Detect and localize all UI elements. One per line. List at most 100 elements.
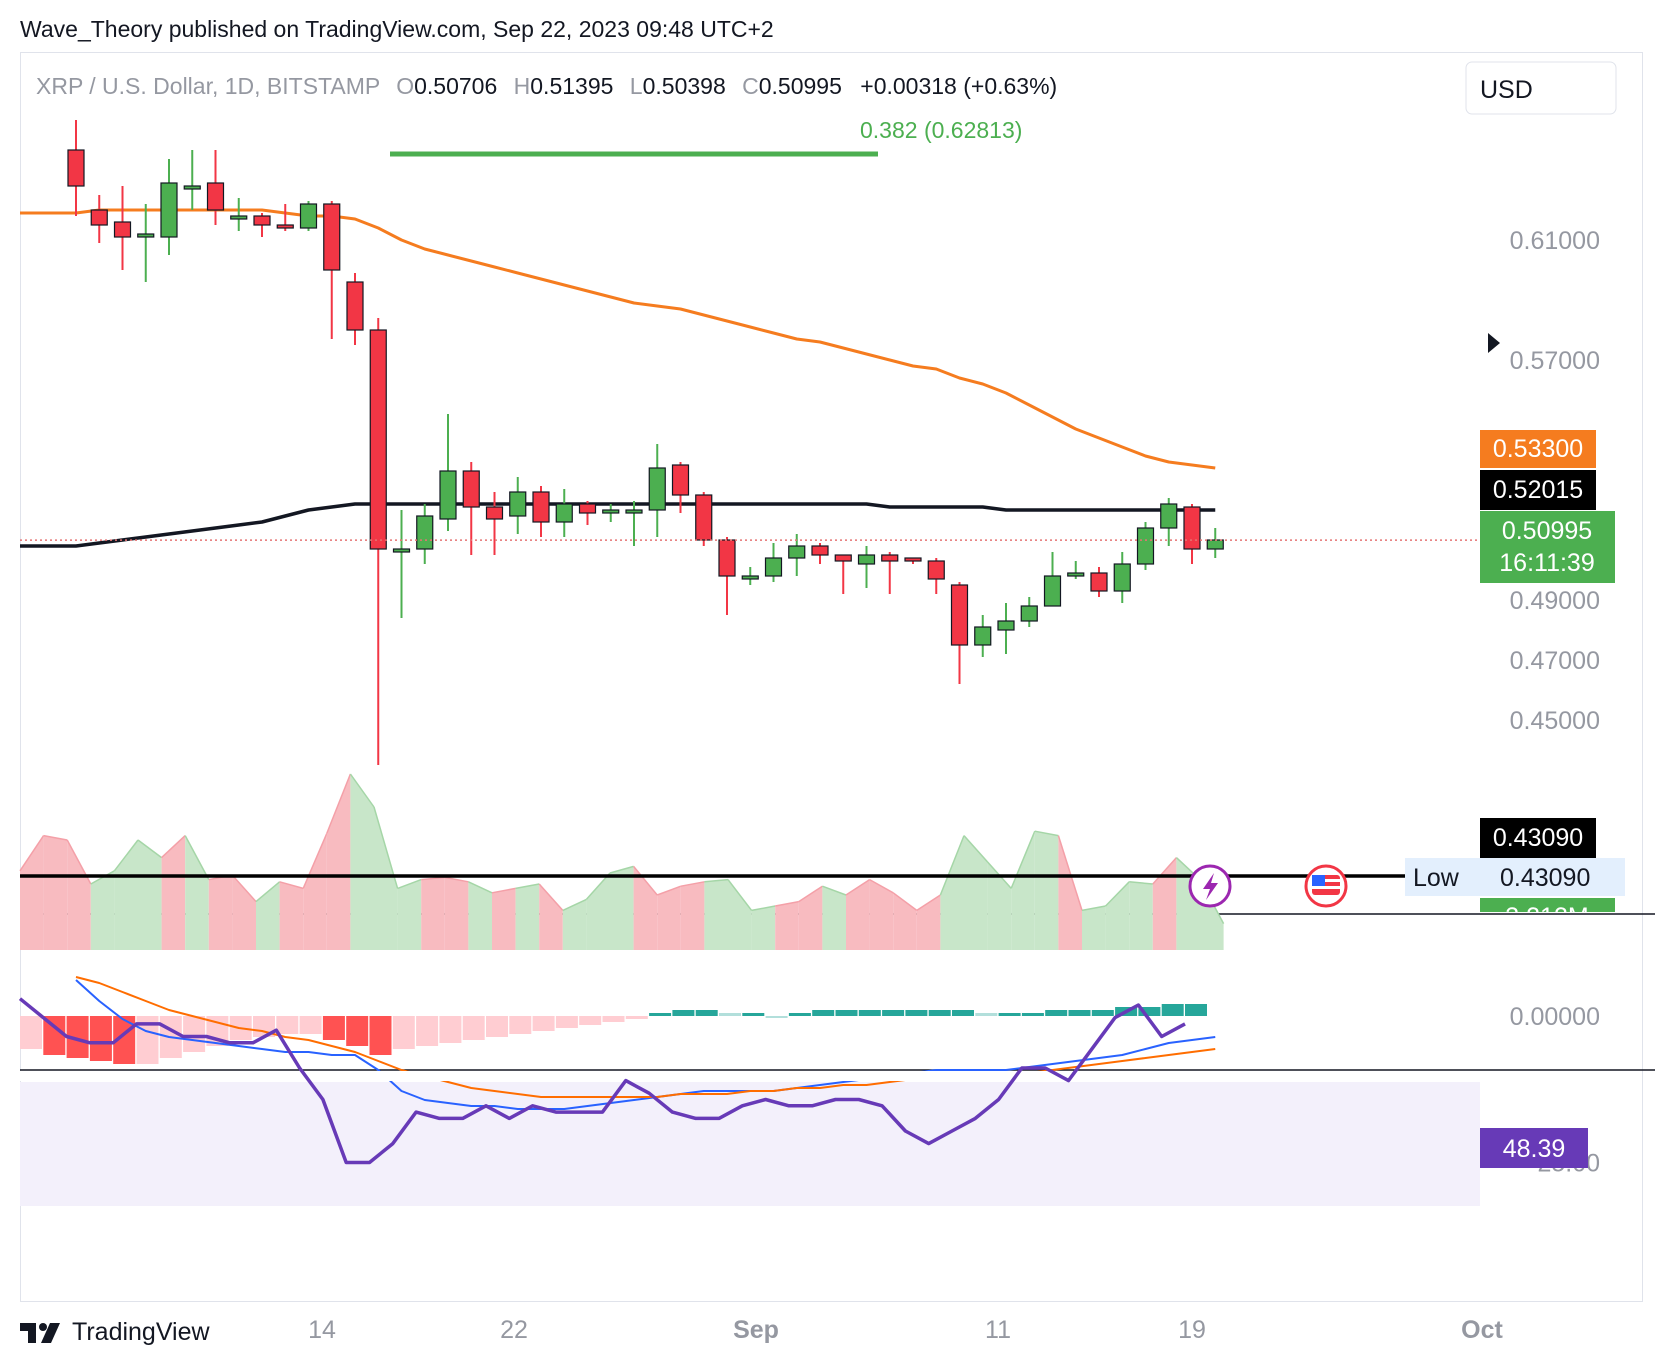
- macd-histogram-bar: [765, 1016, 788, 1018]
- time-axis-label: 22: [500, 1316, 528, 1344]
- legend-symbol: XRP / U.S. Dollar, 1D, BITSTAMP: [36, 73, 380, 99]
- candle-body: [346, 281, 364, 331]
- time-axis-label: Sep: [733, 1316, 779, 1344]
- volume-segment: [421, 877, 445, 950]
- volume-edge: [349, 773, 375, 808]
- price-axis: 0.61000 0.57000 0.49000 0.47000 0.45000 0.000…: [1510, 227, 1600, 1178]
- volume-edge: [279, 881, 304, 890]
- legend-h-value: 0.51395: [530, 73, 613, 99]
- volume-segment: [114, 840, 138, 950]
- svg-text:3.212M: 3.212M: [1505, 903, 1588, 931]
- time-axis-label: 19: [1178, 1316, 1206, 1344]
- volume-segment: [515, 884, 540, 950]
- volume-segment: [161, 835, 186, 950]
- macd-histogram-bar: [835, 1010, 858, 1016]
- volume-segment: [680, 881, 705, 950]
- low-value: 0.43090: [1500, 864, 1590, 892]
- scroll-right-arrow-icon[interactable]: [1488, 333, 1500, 353]
- candle-body: [671, 464, 690, 496]
- volume-edge: [680, 881, 705, 887]
- macd-histogram-bar: [369, 1016, 392, 1055]
- candle-body: [276, 224, 294, 229]
- candle-body: [90, 209, 108, 226]
- volume-segment: [869, 879, 894, 950]
- candle-body: [555, 503, 573, 523]
- volume-segment: [1034, 831, 1059, 950]
- volume-edge: [444, 876, 469, 883]
- candle-body: [741, 575, 759, 580]
- volume-edge: [1057, 835, 1083, 911]
- volume-segment: [20, 835, 44, 950]
- macd-histogram-bar: [346, 1016, 369, 1046]
- currency-button[interactable]: USD: [1465, 61, 1617, 115]
- lightning-icon[interactable]: [1188, 864, 1232, 908]
- volume-edge: [892, 892, 918, 912]
- candle-body: [695, 494, 713, 541]
- volume-edge: [845, 878, 871, 896]
- candle-body: [509, 491, 527, 517]
- macd-histogram-bar: [532, 1016, 555, 1031]
- volume-segment: [67, 840, 91, 950]
- currency-label: USD: [1480, 76, 1533, 104]
- volume-segment: [539, 884, 563, 950]
- legend-l-value: 0.50398: [643, 73, 726, 99]
- volume-edge: [775, 900, 799, 907]
- candle-body: [67, 149, 85, 187]
- volume-segment: [846, 879, 870, 950]
- volume-edge: [963, 835, 989, 863]
- macd-histogram-bar: [66, 1016, 89, 1058]
- legend-line: XRP / U.S. Dollar, 1D, BITSTAMP O0.50706…: [36, 73, 1057, 99]
- candle-body: [299, 203, 318, 229]
- candle-body: [137, 233, 155, 238]
- volume-edge: [137, 839, 163, 859]
- volume-segment: [775, 901, 799, 950]
- volume-area: [19, 773, 1225, 950]
- macd-histogram-bar: [392, 1016, 415, 1049]
- low-label: Low: [1413, 864, 1460, 892]
- tradingview-logo-icon[interactable]: [20, 1321, 64, 1345]
- candle-body: [1043, 575, 1062, 607]
- price-axis-label: 0.49000: [1510, 587, 1600, 615]
- legend-h-label: H: [514, 73, 531, 99]
- legend-l-label: L: [630, 73, 643, 99]
- candle-body: [1136, 527, 1155, 565]
- volume-edge: [491, 887, 516, 894]
- volume-segment: [1152, 857, 1177, 950]
- support-price-tag: 0.43090: [1480, 818, 1596, 858]
- volume-edge: [43, 834, 68, 841]
- candle-body: [904, 557, 922, 562]
- macd-histogram-bar: [509, 1016, 532, 1034]
- volume-edge: [468, 881, 493, 894]
- volume-segment: [657, 886, 681, 950]
- us-flag-icon[interactable]: [1304, 864, 1348, 908]
- candle-body: [485, 506, 504, 520]
- rsi-value-tag: 48.39: [1480, 1128, 1588, 1168]
- rsi-line: [18, 997, 1186, 1165]
- volume-segment: [43, 835, 68, 950]
- volume-segment: [350, 774, 374, 950]
- candle-body: [857, 554, 876, 565]
- last-price-tag: 0.50995 16:11:39: [1480, 511, 1615, 583]
- candle-body: [206, 182, 225, 211]
- macd-histogram-bar: [253, 1016, 275, 1037]
- volume-segment: [1058, 835, 1082, 950]
- candle-body: [1020, 605, 1038, 622]
- candle-body: [532, 491, 550, 523]
- volume-edge: [421, 876, 445, 881]
- volume-segment: [185, 835, 209, 950]
- volume-segment: [468, 881, 492, 950]
- svg-text:0.43090: 0.43090: [1493, 824, 1583, 852]
- macd-histogram-bar: [672, 1010, 695, 1016]
- footer-brand[interactable]: TradingView: [72, 1318, 210, 1346]
- candle-body: [230, 215, 248, 220]
- macd-histogram-bar: [276, 1016, 299, 1034]
- volume-segment: [798, 886, 823, 950]
- chart-frame: [20, 52, 1643, 1302]
- candle-body: [392, 548, 411, 553]
- publisher-line: Wave_Theory published on TradingView.com…: [20, 16, 774, 42]
- rsi-band: [20, 1082, 1480, 1206]
- horizontal-levels: [20, 539, 1480, 878]
- volume-edge: [515, 883, 540, 890]
- candle-body: [462, 470, 480, 508]
